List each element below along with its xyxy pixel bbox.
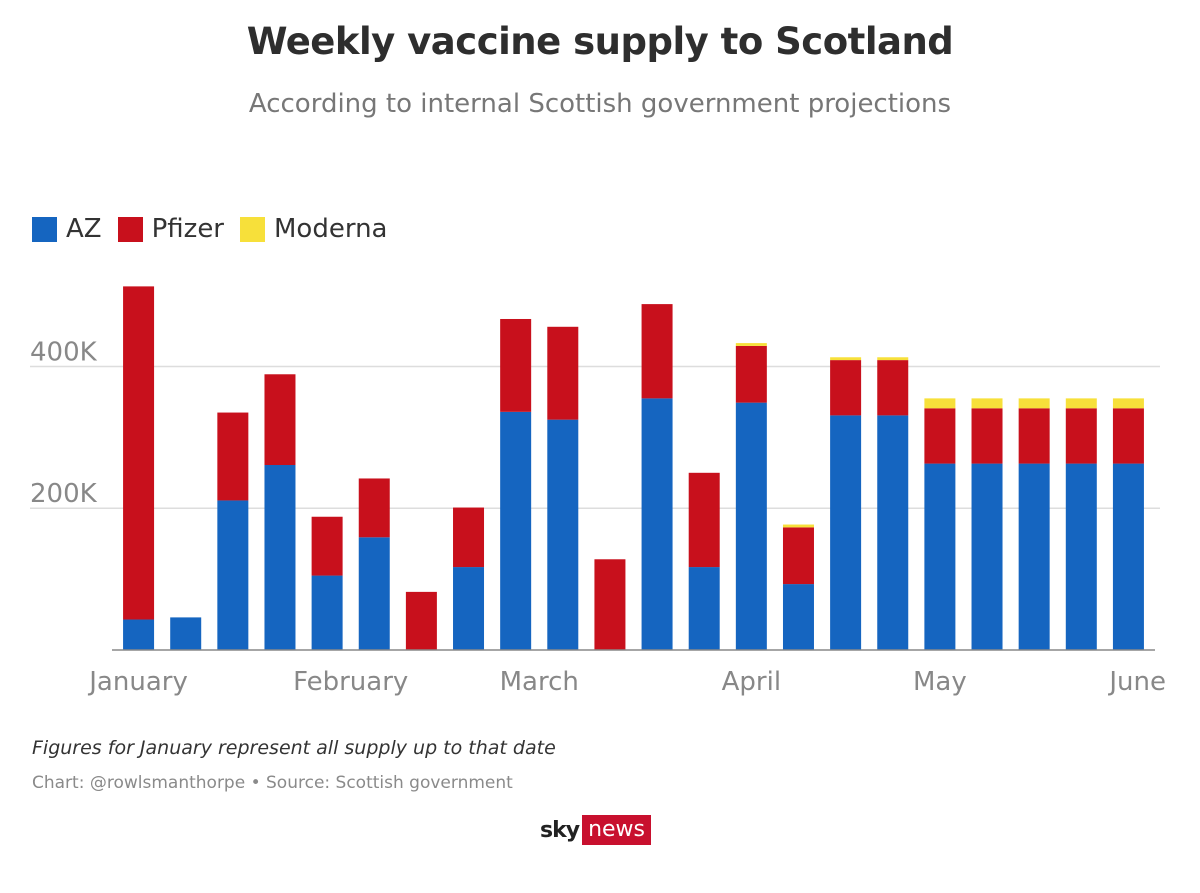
bar-az-17 (924, 463, 956, 650)
legend-item-moderna: Moderna (240, 214, 387, 244)
bar-az-18 (971, 463, 1003, 650)
legend-label-pfizer: Pfizer (151, 214, 224, 244)
bar-pfizer-6 (405, 591, 437, 650)
bar-pfizer-20 (1065, 408, 1097, 464)
chart-subtitle: According to internal Scottish governmen… (248, 89, 952, 119)
bar-az-8 (500, 411, 532, 650)
bar-az-9 (547, 419, 579, 650)
legend-swatch-az (32, 216, 57, 242)
bar-pfizer-0 (123, 286, 155, 620)
bar-pfizer-7 (453, 507, 485, 568)
bar-pfizer-17 (924, 408, 956, 464)
bar-moderna-14 (782, 524, 814, 528)
bar-az-14 (782, 584, 814, 650)
bar-az-12 (688, 567, 720, 650)
bar-pfizer-2 (217, 412, 249, 501)
bar-pfizer-8 (500, 318, 532, 412)
legend-label-moderna: Moderna (274, 214, 388, 244)
bar-az-19 (1018, 463, 1050, 650)
bar-az-1 (170, 617, 202, 650)
bar-moderna-15 (830, 357, 862, 361)
chart-title: Weekly vaccine supply to Scotland (246, 20, 954, 63)
bar-pfizer-13 (735, 345, 767, 403)
y-tick-label-200k: 200K (30, 479, 98, 509)
bar-pfizer-19 (1018, 408, 1050, 464)
bar-az-2 (217, 500, 249, 650)
x-tick-label-april: April (722, 667, 781, 697)
bar-moderna-16 (877, 357, 909, 361)
source-credit: Chart: @rowlsmanthorpe • Source: Scottis… (32, 773, 513, 793)
legend-swatch-pfizer (117, 216, 143, 242)
bar-moderna-17 (924, 398, 956, 409)
y-tick-label-400k: 400K (30, 337, 98, 367)
bar-pfizer-11 (641, 304, 673, 399)
bar-pfizer-9 (547, 326, 579, 420)
bar-az-21 (1112, 463, 1144, 650)
bar-pfizer-21 (1112, 408, 1144, 464)
legend-label-az: AZ (66, 214, 102, 244)
bar-az-16 (877, 415, 909, 650)
x-tick-label-february: February (293, 667, 408, 697)
bar-pfizer-18 (971, 408, 1003, 464)
bar-az-4 (311, 575, 343, 650)
bar-pfizer-12 (688, 472, 720, 568)
x-tick-label-may: May (913, 667, 967, 697)
bar-az-0 (123, 619, 155, 650)
bar-pfizer-15 (830, 360, 862, 416)
bar-moderna-21 (1112, 398, 1144, 409)
bar-az-20 (1065, 463, 1097, 650)
bar-az-7 (453, 567, 485, 650)
logo-news-text: news (582, 815, 652, 845)
x-tick-label-june: June (1107, 667, 1166, 697)
logo-sky-text: sky (540, 817, 580, 843)
footnote: Figures for January represent all supply… (32, 737, 556, 759)
bar-moderna-19 (1018, 398, 1050, 409)
bar-az-15 (830, 415, 862, 650)
legend-item-az: AZ (32, 214, 102, 244)
sky-news-logo: sky news (540, 815, 652, 845)
bar-pfizer-5 (358, 478, 390, 538)
legend: AZ Pfizer Moderna (32, 214, 403, 244)
bar-az-13 (735, 402, 767, 650)
legend-swatch-moderna (240, 216, 265, 242)
x-tick-label-march: March (500, 667, 579, 697)
bar-moderna-20 (1065, 398, 1097, 409)
bar-az-3 (264, 465, 296, 650)
bar-az-11 (641, 398, 673, 650)
bar-pfizer-3 (264, 374, 296, 466)
bar-moderna-13 (735, 343, 767, 346)
legend-item-pfizer: Pfizer (117, 214, 224, 244)
bar-moderna-18 (971, 398, 1003, 409)
bar-az-5 (358, 537, 390, 650)
x-tick-label-january: January (87, 667, 188, 697)
bar-pfizer-14 (782, 527, 814, 585)
bar-pfizer-16 (877, 360, 909, 416)
bar-pfizer-4 (311, 516, 343, 576)
bar-pfizer-10 (594, 559, 626, 650)
